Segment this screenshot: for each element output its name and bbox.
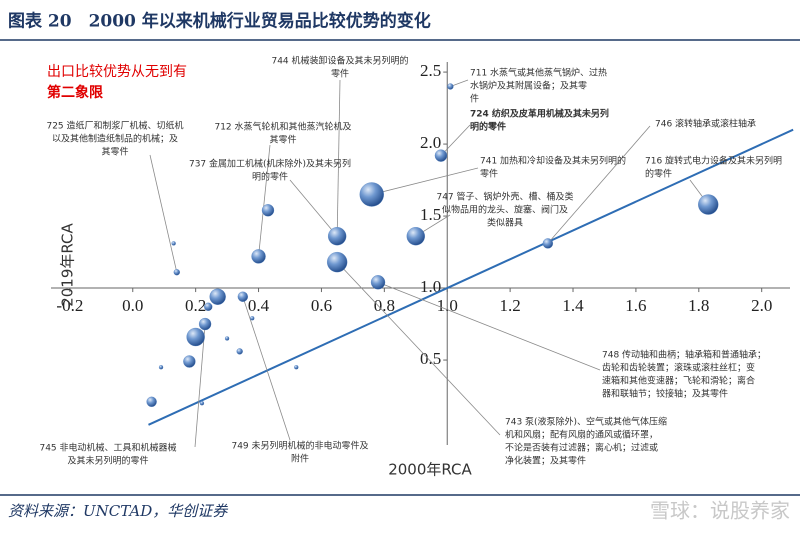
annotation: 744 机械装卸设备及其未另列明的 [271,55,408,67]
bubble [406,227,425,246]
annotation: 725 造纸厂和制浆厂机械、切纸机 [46,120,183,132]
bubble [183,355,196,368]
bubble [237,291,248,302]
annotation: 零件 [480,168,498,180]
x-tick-label: 0.4 [248,296,270,315]
leader-line [194,324,206,448]
leader-line [289,179,338,237]
annotation: 724 纺织及皮革用机械及其未另列 [470,108,609,120]
y-axis-label: 2019年RCA [59,222,77,306]
bubble [186,327,205,347]
x-tick-label: 0.6 [311,296,332,315]
annotation: 716 旋转式电力设备及其未另列明 [645,155,782,167]
annotation: 748 传动轴和曲柄；轴承箱和普通轴承； [602,349,766,361]
source: 资料来源：UNCTAD，华创证券 [8,502,228,520]
bubble [209,288,226,305]
annotation: 净化装置；及其零件 [505,455,586,467]
x-tick-label: 0.0 [122,296,143,315]
watermark: 雪球：说股养家 [650,499,790,523]
annotation: 712 水蒸气轮机和其他蒸汽轮机及 [214,121,351,133]
bubble [698,194,719,215]
annotation: 明的零件 [252,171,288,183]
y-tick-label: 1.5 [420,205,441,224]
y-tick-label: 2.5 [420,61,441,80]
quadrant-note: 出口比较优势从无到有 [47,64,187,80]
bubble [236,348,243,355]
annotation: 的零件 [645,168,672,180]
bubble [171,241,176,246]
leader-line [258,144,271,257]
x-tick-label: 1.2 [499,296,520,315]
bubble [327,251,348,273]
annotation: 746 滚转轴承或滚柱轴承 [655,118,756,130]
x-axis-label: 2000年RCA [388,461,472,479]
annotation: 齿轮和齿轮装置；滚珠或滚柱丝杠；变 [602,362,755,374]
x-tick-label: 1.6 [625,296,646,315]
annotation: 其零件 [101,146,128,158]
leader-line [377,281,601,371]
quadrant-note: 第二象限 [47,84,103,101]
annotation: 737 金属加工机械(机床除外)及其未另列 [189,158,351,170]
bubble [359,182,384,207]
bubble [224,336,230,341]
annotation: 以及其他制造纸制品的机械；及 [52,133,178,145]
leader-line [336,261,501,436]
annotation: 711 水蒸气或其他蒸气锅炉、过热 [470,67,607,79]
bubble [328,227,347,246]
annotation: 741 加热和冷却设备及其未另列明的 [480,155,626,167]
x-tick-label: 0.8 [374,296,395,315]
annotation: 似物品用的龙头、旋塞、阀门及 [442,204,568,216]
annotation: 743 泵(液泵除外)、空气或其他气体压缩 [505,416,667,428]
x-tick-label: 1.4 [562,296,584,315]
bubble [158,365,164,370]
bubble [251,249,266,264]
annotation: 件 [470,93,479,105]
leader-line [242,296,291,441]
annotation: 类似器具 [487,217,523,229]
x-tick-label: 2.0 [751,296,772,315]
bubble [370,275,386,290]
annotation: 零件 [331,68,349,80]
bubble [542,238,554,249]
diagonal-line [148,128,794,426]
annotation: 其零件 [269,134,296,146]
annotation: 机和风扇；配有风扇的通风或循环罩， [505,429,658,441]
annotation: 745 非电动机械、工具和机械器械 [39,442,176,454]
y-tick-label: 0.5 [420,349,441,368]
page-title: 图表 20 2000 年以来机械行业贸易品比较优势的变化 [8,11,431,32]
annotation: 及其未另列明的零件 [67,455,148,467]
annotation: 明的零件 [470,121,506,133]
x-tick-label: 1.8 [688,296,709,315]
bubble [146,396,157,407]
annotation: 附件 [291,453,309,465]
x-tick-label: 1.0 [437,296,458,315]
x-tick-label: 0.2 [185,296,206,315]
annotation: 速箱和其他变速器；飞轮和滑轮；离合 [602,375,755,387]
bubble [204,302,213,311]
bubble [294,365,299,370]
bubble [173,269,180,276]
bubble [261,204,275,217]
leader-line [336,79,341,237]
annotation: 器和联轴节；铰接轴；及其零件 [602,388,728,400]
bubble [199,401,205,406]
leader-line [149,154,178,273]
bubble [198,317,212,331]
bubble [434,149,448,162]
bubble [250,316,255,321]
annotation: 749 未另列明机械的非电动零件及 [231,440,368,452]
y-tick-label: 2.0 [420,133,441,152]
bubble [447,83,454,90]
annotation: 747 管子、锅炉外壳、槽、桶及类 [436,191,573,203]
x-tick-label: -0.2 [56,296,83,315]
leader-line [371,167,479,195]
leader-line [547,125,651,244]
annotation: 不论是否装有过滤器；离心机；过滤或 [505,442,658,454]
annotation: 水锅炉及其附属设备；及其零 [470,80,587,92]
y-tick-label: 1.0 [420,277,441,296]
leader-line [440,124,471,156]
